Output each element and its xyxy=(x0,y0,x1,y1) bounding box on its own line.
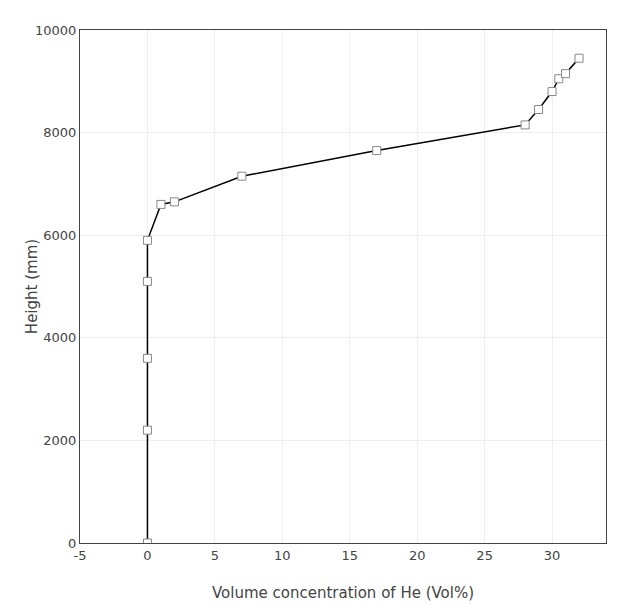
svg-text:10: 10 xyxy=(274,548,291,563)
svg-text:10000: 10000 xyxy=(35,23,76,38)
svg-text:30: 30 xyxy=(544,548,561,563)
svg-text:4000: 4000 xyxy=(43,330,76,345)
svg-text:6000: 6000 xyxy=(43,228,76,243)
svg-text:0: 0 xyxy=(68,536,76,551)
svg-text:0: 0 xyxy=(143,548,151,563)
svg-text:-5: -5 xyxy=(74,548,87,563)
svg-text:20: 20 xyxy=(409,548,426,563)
svg-text:25: 25 xyxy=(476,548,493,563)
svg-text:Volume concentration of He (Vo: Volume concentration of He (Vol%) xyxy=(212,584,474,602)
svg-text:8000: 8000 xyxy=(43,125,76,140)
svg-text:2000: 2000 xyxy=(43,433,76,448)
svg-text:5: 5 xyxy=(211,548,219,563)
svg-text:15: 15 xyxy=(341,548,358,563)
svg-text:Height (mm): Height (mm) xyxy=(23,239,41,334)
